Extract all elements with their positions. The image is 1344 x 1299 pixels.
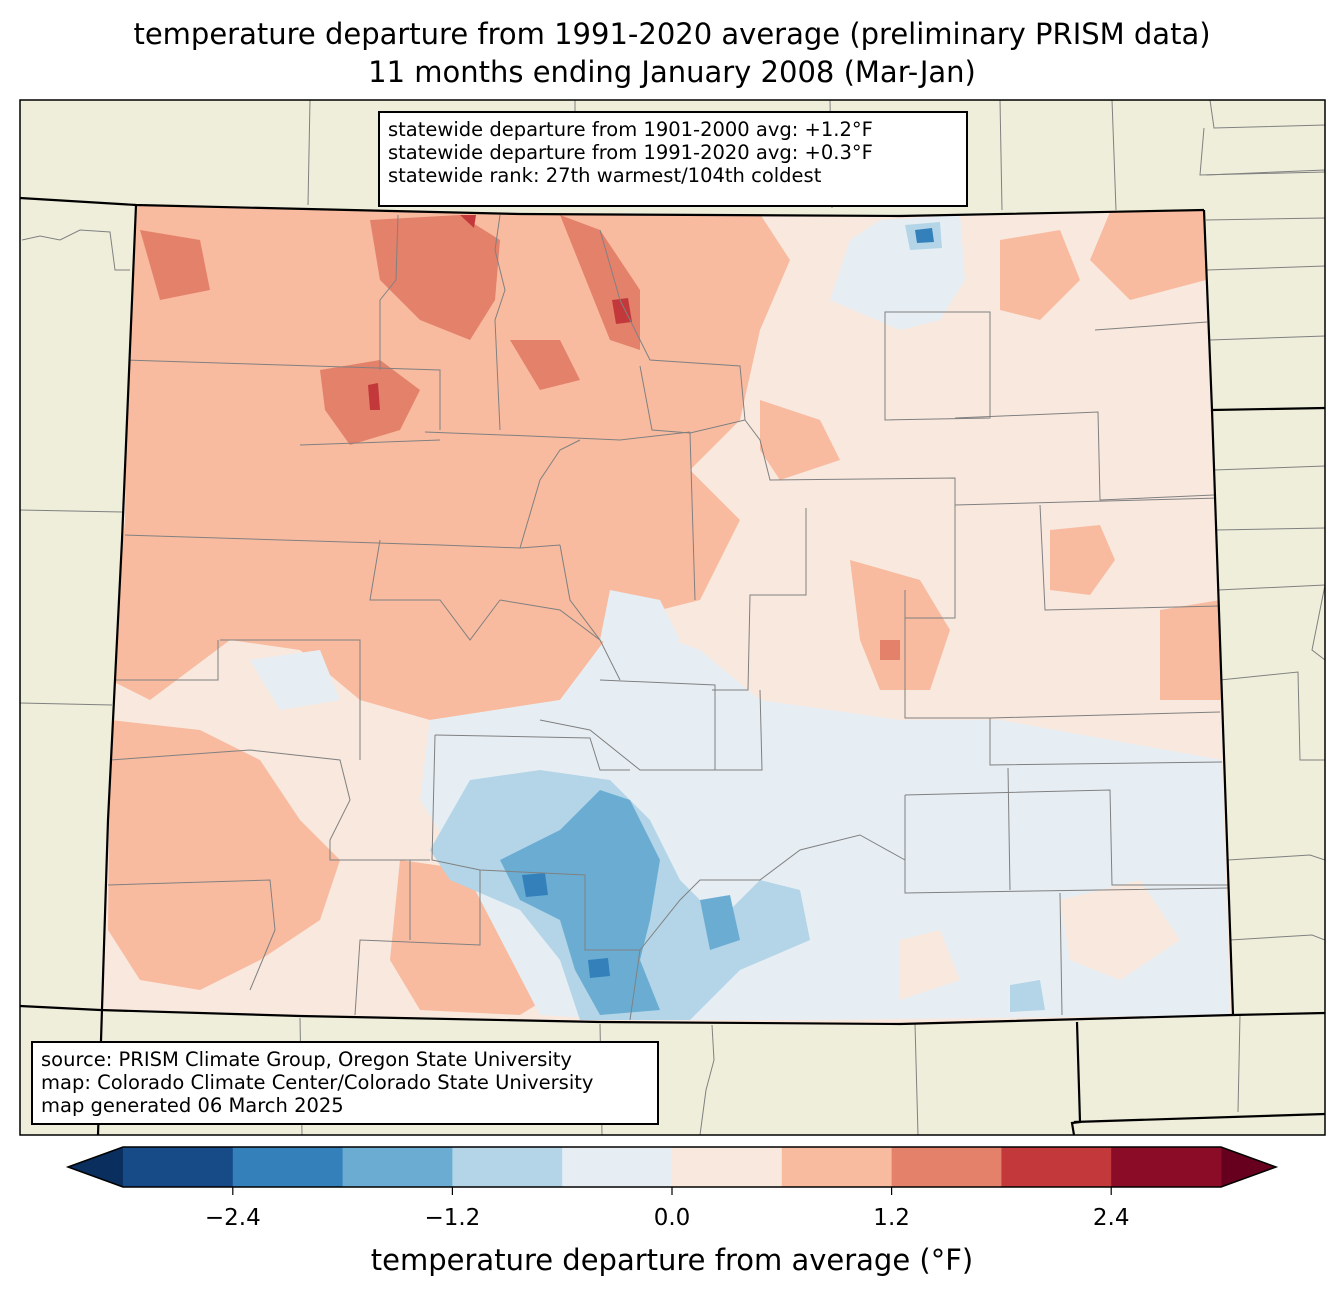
credits-source: source: PRISM Climate Group, Oregon Stat… bbox=[41, 1048, 572, 1071]
colorbar-over-arrow bbox=[1221, 1147, 1276, 1187]
colorbar-outline bbox=[65, 1146, 1279, 1188]
credits-box: source: PRISM Climate Group, Oregon Stat… bbox=[31, 1041, 659, 1125]
very-cool-anomaly-spots bbox=[522, 228, 934, 978]
credits-map-author: map: Colorado Climate Center/Colorado St… bbox=[41, 1071, 594, 1094]
map-title: temperature departure from 1991-2020 ave… bbox=[133, 17, 1211, 51]
colorbar-bin bbox=[123, 1147, 234, 1187]
colorbar-tick-label: 1.2 bbox=[873, 1205, 910, 1231]
colorbar-tick-label: 2.4 bbox=[1092, 1205, 1130, 1231]
stats-departure-1991-2020: statewide departure from 1991-2020 avg: … bbox=[388, 141, 873, 164]
colorbar-title: temperature departure from average (°F) bbox=[370, 1243, 974, 1277]
colorbar-bin bbox=[342, 1147, 453, 1187]
warm-anomaly-areas bbox=[108, 205, 1222, 1015]
colorbar bbox=[65, 1146, 1279, 1195]
stats-rank: statewide rank: 27th warmest/104th colde… bbox=[388, 164, 822, 187]
colorbar-bin bbox=[672, 1147, 783, 1187]
statewide-stats-box: statewide departure from 1901-2000 avg: … bbox=[378, 111, 968, 207]
colorbar-bin bbox=[232, 1147, 344, 1187]
colorbar-bin bbox=[781, 1147, 893, 1187]
colorbar-bin bbox=[452, 1147, 563, 1187]
colorbar-tick-label: 0.0 bbox=[653, 1205, 691, 1231]
colorbar-tick-label: −2.4 bbox=[204, 1205, 261, 1231]
colorbar-under-arrow bbox=[68, 1147, 123, 1187]
colorbar-bin bbox=[562, 1147, 673, 1187]
county-lines bbox=[107, 214, 1231, 1021]
credits-generated-date: map generated 06 March 2025 bbox=[41, 1094, 344, 1117]
map-subtitle: 11 months ending January 2008 (Mar-Jan) bbox=[368, 55, 976, 89]
colorbar-bin bbox=[891, 1147, 1002, 1187]
colorbar-tick-label: −1.2 bbox=[424, 1205, 481, 1231]
colorbar-bin bbox=[1111, 1147, 1222, 1187]
colorbar-bin bbox=[1001, 1147, 1112, 1187]
strong-cool-anomaly-areas bbox=[500, 790, 740, 1015]
state-borders bbox=[20, 196, 1325, 1135]
strong-warm-anomaly-areas bbox=[140, 215, 900, 660]
stats-departure-1901-2000: statewide departure from 1901-2000 avg: … bbox=[388, 118, 873, 141]
map-frame bbox=[19, 99, 1326, 1136]
hot-anomaly-spots bbox=[368, 215, 632, 410]
